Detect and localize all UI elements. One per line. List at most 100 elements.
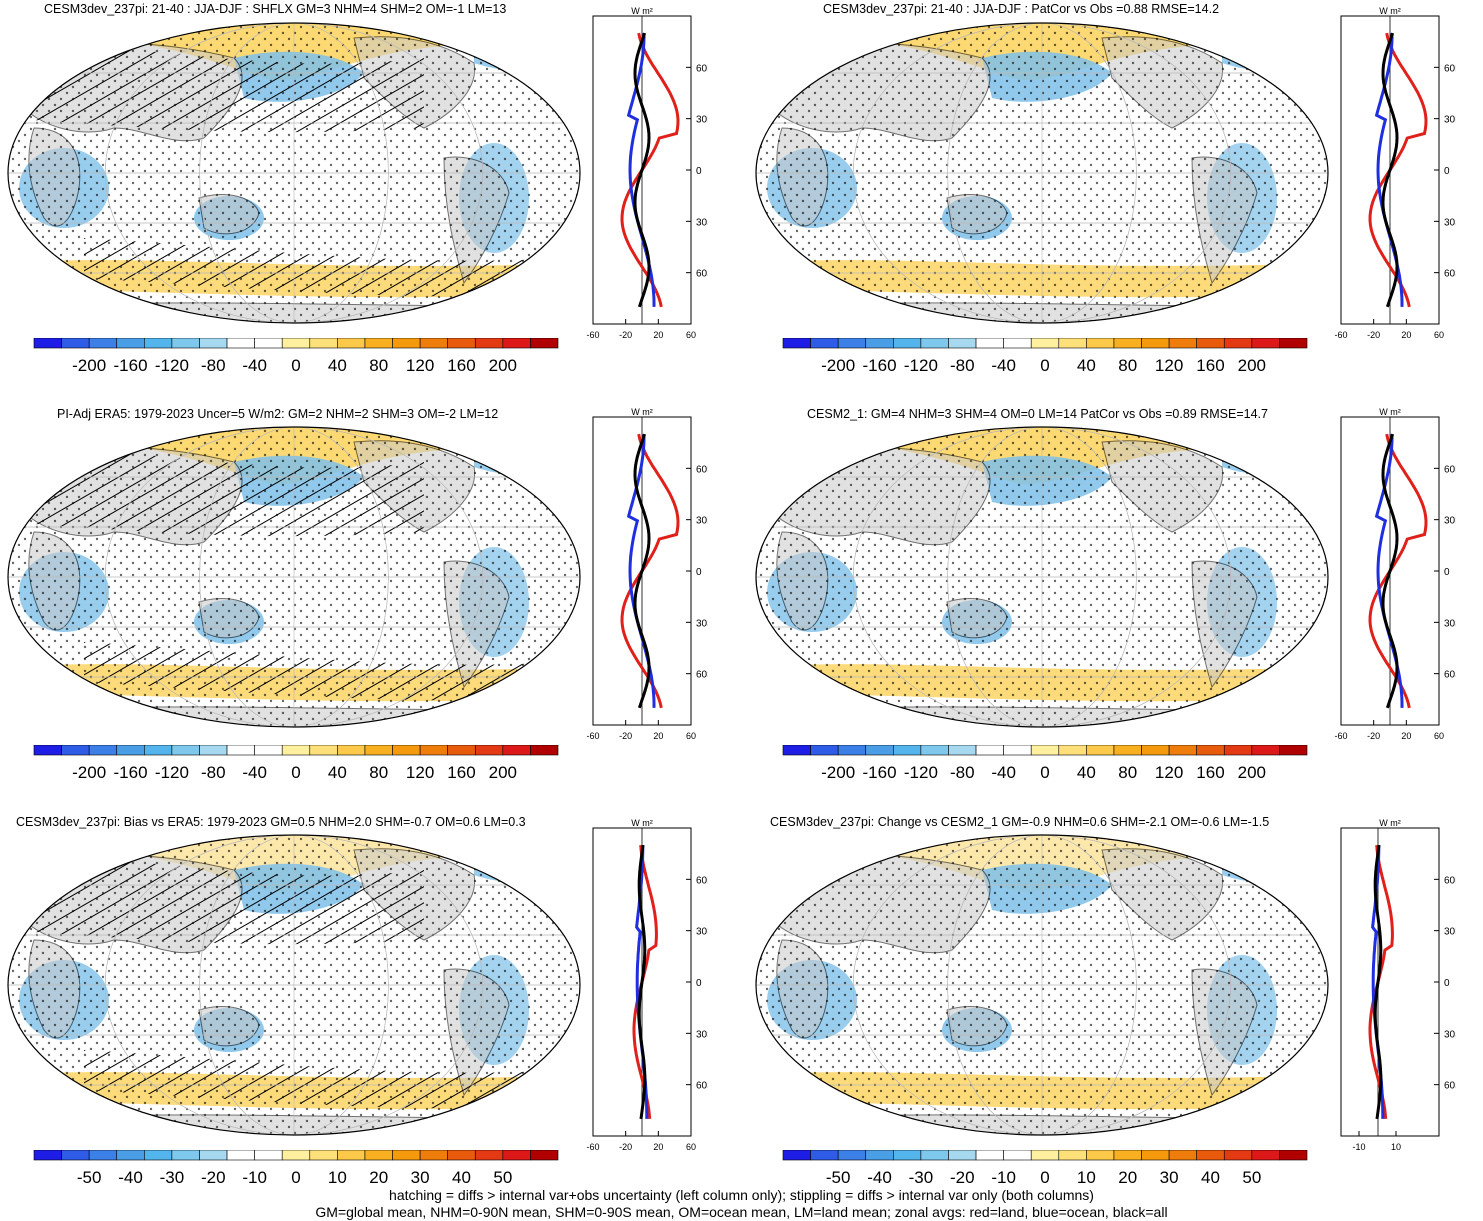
panel-1-colorbar: -200 -160 -120 -80 -40 0 40 80 120 160 200: [33, 338, 559, 375]
lat-tick-label: 30S: [1444, 618, 1456, 629]
x-tick-label: 60: [686, 1142, 696, 1152]
colorbar-label: -40: [991, 763, 1016, 782]
colorbar-swatch: [364, 745, 393, 756]
colorbar-label: -40: [991, 356, 1016, 375]
x-tick-label: -60: [1334, 731, 1347, 741]
colorbar-swatch: [1058, 1150, 1087, 1161]
colorbar-swatch: [392, 745, 421, 756]
colorbar-swatch: [1168, 745, 1197, 756]
colorbar-swatch: [309, 338, 338, 349]
colorbar-label: 30: [411, 1168, 430, 1187]
x-tick-label: 20: [653, 330, 663, 340]
colorbar-swatch: [392, 338, 421, 349]
colorbar-swatch: [1058, 745, 1087, 756]
colorbar-swatch: [1196, 338, 1225, 349]
panel-4-map: [755, 426, 1329, 728]
colorbar-swatch: [1251, 1150, 1280, 1161]
lat-tick-label: 30N: [1444, 927, 1456, 938]
zonal-unit-label: W m²: [631, 407, 653, 417]
colorbar-label: -80: [201, 763, 226, 782]
colorbar-label: 40: [452, 1168, 471, 1187]
colorbar-label: 80: [369, 356, 388, 375]
colorbar-label: 120: [1155, 356, 1183, 375]
colorbar-swatch: [419, 338, 448, 349]
colorbar-swatch: [171, 1150, 200, 1161]
lat-tick-label: 30N: [696, 927, 708, 938]
colorbar-label: 160: [447, 763, 475, 782]
colorbar-label: 20: [369, 1168, 388, 1187]
colorbar-label: 200: [489, 763, 517, 782]
colorbar-label: -120: [155, 763, 189, 782]
lat-tick-label: 60N: [696, 63, 708, 74]
colorbar-swatch: [530, 1150, 559, 1161]
colorbar-label: 10: [328, 1168, 347, 1187]
colorbar-swatch: [1223, 745, 1253, 756]
colorbar-swatch: [337, 745, 366, 756]
graticule-lon: [199, 23, 389, 323]
lat-tick-label: 60S: [1444, 1081, 1456, 1092]
colorbar-swatch: [33, 745, 62, 756]
colorbar-swatch: [337, 338, 366, 349]
colorbar-swatch: [1251, 745, 1280, 756]
colorbar-label: -20: [201, 1168, 226, 1187]
colorbar-swatch: [61, 745, 90, 756]
colorbar-swatch: [1223, 338, 1253, 349]
colorbar-label: 0: [1040, 356, 1049, 375]
colorbar-label: 120: [1155, 763, 1183, 782]
x-tick-label: -60: [586, 731, 599, 741]
colorbar-label: 20: [1118, 1168, 1137, 1187]
colorbar-label: -200: [72, 356, 106, 375]
colorbar-label: 50: [1242, 1168, 1261, 1187]
colorbar-swatch: [116, 338, 145, 349]
colorbar-swatch: [502, 338, 531, 349]
graticule-lon: [199, 835, 389, 1135]
lat-tick-label: 60N: [1444, 464, 1456, 475]
colorbar-swatch: [254, 745, 283, 756]
map-border: [7, 22, 581, 324]
x-tick-label: 60: [1434, 731, 1444, 741]
colorbar-swatch: [1058, 338, 1087, 349]
lat-tick-label: 30N: [696, 115, 708, 126]
x-tick-label: -60: [586, 330, 599, 340]
panel-1-map: [7, 22, 581, 324]
colorbar-swatch: [1003, 338, 1032, 349]
colorbar-swatch: [226, 1150, 255, 1161]
lat-tick-label: 60S: [696, 269, 708, 280]
colorbar-swatch: [474, 338, 504, 349]
x-tick-label: 20: [1401, 330, 1411, 340]
colorbar-swatch: [61, 1150, 90, 1161]
colorbar-label: 40: [1077, 763, 1096, 782]
colorbar-label: -120: [155, 356, 189, 375]
colorbar-swatch: [226, 338, 255, 349]
colorbar-label: 0: [291, 763, 300, 782]
colorbar-swatch: [364, 338, 393, 349]
colorbar-label: 160: [1196, 763, 1224, 782]
x-tick-label: 20: [653, 1142, 663, 1152]
colorbar-swatch: [837, 745, 867, 756]
colorbar-label: -40: [242, 356, 267, 375]
lat-tick-label: 0: [1444, 166, 1450, 177]
map-border: [755, 834, 1329, 1136]
colorbar-swatch: [948, 745, 977, 756]
colorbar-swatch: [88, 745, 118, 756]
colorbar-label: 10: [1077, 1168, 1096, 1187]
panel-3-colorbar: -200 -160 -120 -80 -40 0 40 80 120 160 200: [33, 745, 559, 782]
colorbar-label: 160: [447, 356, 475, 375]
lat-tick-label: 60N: [1444, 875, 1456, 886]
colorbar-swatch: [1086, 745, 1115, 756]
colorbar-swatch: [502, 1150, 531, 1161]
colorbar-swatch: [447, 1150, 476, 1161]
colorbar-label: 80: [369, 763, 388, 782]
colorbar-swatch: [226, 745, 255, 756]
lat-tick-label: 30S: [696, 618, 708, 629]
colorbar-swatch: [337, 1150, 366, 1161]
colorbar-label: -10: [991, 1168, 1016, 1187]
lat-tick-label: 30S: [696, 1029, 708, 1040]
panel-3-title: PI-Adj ERA5: 1979-2023 Uncer=5 W/m2: GM=…: [57, 407, 499, 421]
colorbar-label: 200: [1238, 763, 1266, 782]
colorbar-swatch: [419, 745, 448, 756]
panel-4-title: CESM2_1: GM=4 NHM=3 SHM=4 OM=0 LM=14 Pat…: [807, 407, 1268, 421]
colorbar-label: -40: [242, 763, 267, 782]
zonal-all-curve: [633, 32, 651, 308]
colorbar-swatch: [281, 1150, 311, 1161]
